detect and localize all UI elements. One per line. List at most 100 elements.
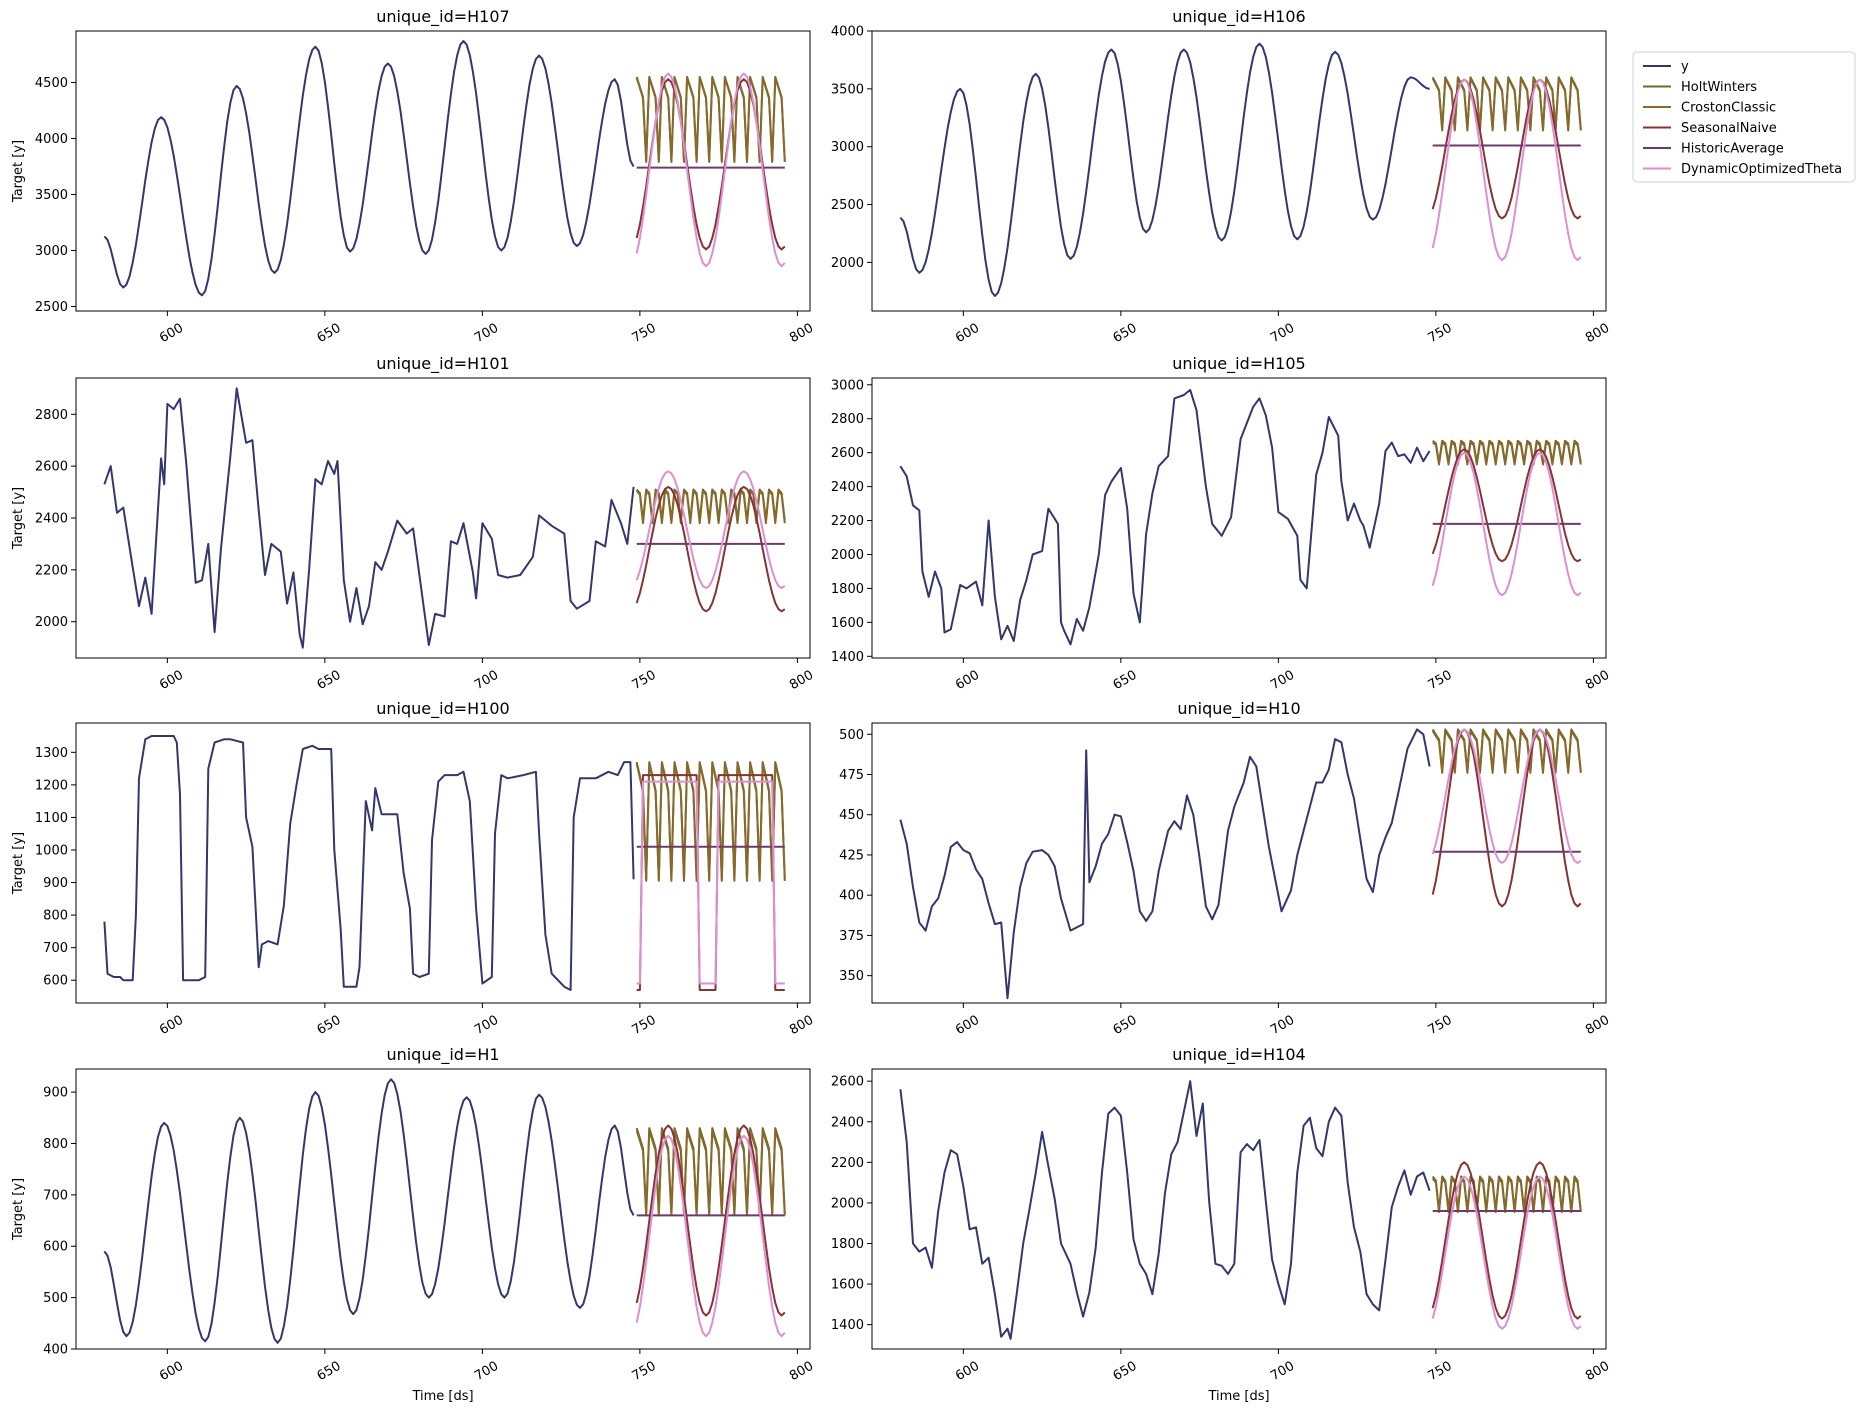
y-tick-label: 900 bbox=[43, 1086, 68, 1101]
series-seasonalnaive bbox=[1431, 1161, 1582, 1320]
x-tick-label: 800 bbox=[787, 1013, 816, 1038]
x-tick-label: 750 bbox=[1426, 1359, 1455, 1384]
y-tick-label: 2200 bbox=[831, 1156, 864, 1171]
axes-frame bbox=[75, 1068, 811, 1350]
y-tick-label: 1600 bbox=[831, 616, 864, 631]
y-tick-label: 1300 bbox=[35, 746, 68, 761]
panel-title: unique_id=H1 bbox=[386, 1045, 499, 1065]
y-tick-label: 2800 bbox=[35, 408, 68, 423]
series-dynamicoptimizedtheta bbox=[1431, 78, 1582, 262]
axes-frame bbox=[75, 377, 811, 659]
series-lines bbox=[899, 728, 1582, 1000]
y-tick-label: 1200 bbox=[35, 778, 68, 793]
y-tick-label: 2400 bbox=[831, 1115, 864, 1130]
legend-label: DynamicOptimizedTheta bbox=[1681, 162, 1842, 177]
x-tick-label: 750 bbox=[630, 1359, 659, 1384]
y-tick-label: 1100 bbox=[35, 811, 68, 826]
legend-item-dynamicoptimizedtheta: DynamicOptimizedTheta bbox=[1643, 162, 1842, 177]
x-tick-label: 650 bbox=[1111, 1359, 1140, 1384]
legend-label: SeasonalNaive bbox=[1681, 121, 1777, 136]
x-tick-label: 600 bbox=[953, 1359, 982, 1384]
y-tick-label: 1400 bbox=[831, 1318, 864, 1333]
y-tick-label: 2000 bbox=[831, 256, 864, 271]
panel-unique-id-h104: unique_id=H104 1400 1600 1800 2000 2200 2400 26… bbox=[831, 1045, 1612, 1404]
axes-frame bbox=[871, 377, 1607, 659]
series-seasonalnaive bbox=[635, 1124, 786, 1317]
series-dynamicoptimizedtheta bbox=[1431, 728, 1582, 864]
series-lines bbox=[103, 1078, 786, 1344]
series-lines bbox=[899, 388, 1582, 646]
x-tick-label: 700 bbox=[1268, 1013, 1297, 1038]
x-axis-label: Time [ds] bbox=[1207, 1389, 1269, 1404]
x-tick-label: 600 bbox=[157, 1013, 186, 1038]
y-tick-label: 3000 bbox=[831, 378, 864, 393]
series-y bbox=[103, 1078, 635, 1344]
series-seasonalnaive bbox=[636, 774, 785, 991]
x-tick-label: 800 bbox=[787, 321, 816, 346]
x-tick-label: 650 bbox=[1111, 668, 1140, 693]
panel-unique-id-h106: unique_id=H106 2000 2500 3000 3500 4000 600 650… bbox=[831, 7, 1612, 346]
x-axis-label: Time [ds] bbox=[411, 1389, 473, 1404]
y-tick-label: 800 bbox=[43, 1137, 68, 1152]
series-lines bbox=[103, 40, 786, 297]
x-tick-label: 700 bbox=[472, 1013, 501, 1038]
x-tick-label: 650 bbox=[315, 1013, 344, 1038]
axes-frame bbox=[75, 722, 811, 1004]
y-tick-label: 800 bbox=[43, 909, 68, 924]
legend-item-y: y bbox=[1643, 60, 1689, 75]
legend-item-historicaverage: HistoricAverage bbox=[1643, 142, 1784, 157]
x-tick-label: 750 bbox=[1426, 1013, 1455, 1038]
x-tick-label: 650 bbox=[1111, 321, 1140, 346]
series-crostonclassic bbox=[635, 762, 786, 882]
legend-item-holtwinters: HoltWinters bbox=[1643, 80, 1757, 95]
x-tick-label: 700 bbox=[472, 321, 501, 346]
legend-item-seasonalnaive: SeasonalNaive bbox=[1643, 121, 1777, 136]
panel-title: unique_id=H107 bbox=[376, 7, 509, 27]
x-tick-label: 650 bbox=[1111, 1013, 1140, 1038]
panel-title: unique_id=H105 bbox=[1172, 354, 1305, 374]
x-tick-label: 750 bbox=[630, 668, 659, 693]
y-tick-label: 2000 bbox=[831, 548, 864, 563]
legend-label: HoltWinters bbox=[1681, 80, 1757, 95]
y-tick-label: 2200 bbox=[35, 563, 68, 578]
y-tick-label: 475 bbox=[839, 768, 864, 783]
y-tick-label: 425 bbox=[839, 848, 864, 863]
y-tick-label: 2000 bbox=[831, 1196, 864, 1211]
x-tick-label: 650 bbox=[315, 321, 344, 346]
panel-unique-id-h107: unique_id=H107 2500 3000 3500 4000 4500 600 650… bbox=[11, 7, 816, 346]
y-tick-label: 600 bbox=[43, 974, 68, 989]
y-tick-label: 400 bbox=[43, 1343, 68, 1358]
series-seasonalnaive bbox=[1431, 448, 1582, 563]
axes-frame bbox=[871, 1068, 1607, 1350]
y-tick-label: 2600 bbox=[35, 460, 68, 475]
y-tick-label: 2200 bbox=[831, 514, 864, 529]
axes-frame bbox=[75, 30, 811, 312]
x-tick-label: 700 bbox=[1268, 1359, 1297, 1384]
series-y bbox=[899, 728, 1431, 1000]
legend-label: CrostonClassic bbox=[1681, 101, 1776, 116]
x-tick-label: 800 bbox=[1583, 668, 1612, 693]
x-tick-label: 600 bbox=[953, 1013, 982, 1038]
legend-item-crostonclassic: CrostonClassic bbox=[1643, 101, 1776, 116]
y-tick-label: 4000 bbox=[35, 132, 68, 147]
series-lines bbox=[899, 1080, 1582, 1340]
panel-unique-id-h100: unique_id=H100 600 700 800 900 1000 1100 1200 13… bbox=[11, 699, 816, 1038]
series-crostonclassic bbox=[635, 77, 786, 163]
series-crostonclassic bbox=[1431, 77, 1582, 132]
x-tick-label: 750 bbox=[630, 1013, 659, 1038]
series-lines bbox=[899, 42, 1582, 297]
y-tick-label: 2500 bbox=[831, 198, 864, 213]
panel-title: unique_id=H106 bbox=[1172, 7, 1305, 27]
panel-title: unique_id=H104 bbox=[1172, 1045, 1305, 1065]
panel-unique-id-h105: unique_id=H105 1400 1600 1800 2000 2200 2400 26… bbox=[831, 354, 1612, 693]
series-lines bbox=[103, 735, 786, 991]
legend-label: y bbox=[1681, 60, 1689, 75]
y-tick-label: 600 bbox=[43, 1240, 68, 1255]
series-dynamicoptimizedtheta bbox=[1431, 451, 1582, 597]
y-tick-label: 1400 bbox=[831, 650, 864, 665]
y-tick-label: 375 bbox=[839, 929, 864, 944]
series-dynamicoptimizedtheta bbox=[635, 470, 786, 589]
y-tick-label: 2400 bbox=[35, 512, 68, 527]
y-tick-label: 400 bbox=[839, 889, 864, 904]
